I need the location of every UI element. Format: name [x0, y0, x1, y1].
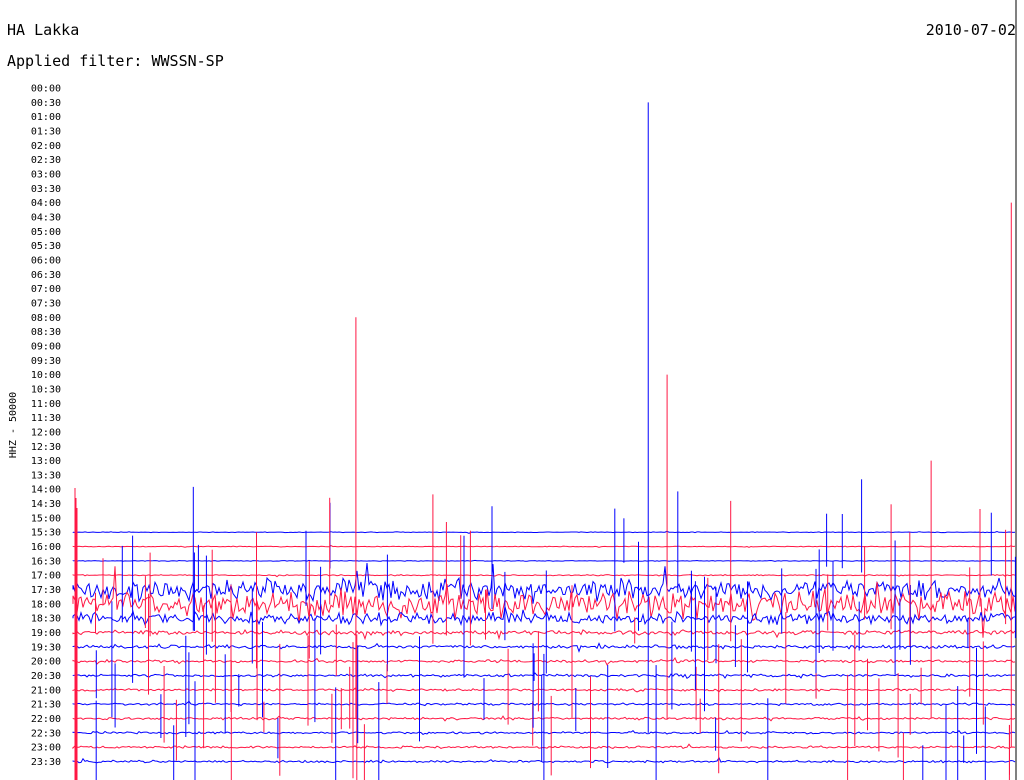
tick-label: 00:30: [31, 98, 61, 109]
station-title: HA Lakka: [7, 21, 79, 39]
trace-1530: [72, 530, 1016, 534]
trace-2230: [72, 729, 1016, 735]
trace-2330: [72, 756, 1016, 764]
tick-label: 23:00: [31, 743, 61, 754]
tick-label: 08:00: [31, 313, 61, 324]
tick-label: 04:00: [31, 198, 61, 209]
tick-label: 21:30: [31, 700, 61, 711]
trace-1600: [72, 545, 1016, 548]
trace-2030: [72, 672, 1016, 680]
tick-label: 14:30: [31, 499, 61, 510]
tick-label: 02:00: [31, 141, 61, 152]
time-tick-labels: 00:00 00:30 01:00 01:30 02:00 02:30 03:00 03:30…: [31, 84, 61, 769]
trace-1800: [72, 566, 1016, 638]
tick-label: 17:00: [31, 571, 61, 582]
trace-1930: [72, 642, 1016, 653]
trace-2200: [72, 715, 1016, 722]
tick-label: 23:30: [31, 757, 61, 768]
tick-label: 18:30: [31, 614, 61, 625]
tick-label: 07:30: [31, 298, 61, 309]
tick-label: 09:00: [31, 341, 61, 352]
tick-label: 05:30: [31, 241, 61, 252]
tick-label: 09:30: [31, 356, 61, 367]
tick-label: 11:30: [31, 413, 61, 424]
tick-label: 20:30: [31, 671, 61, 682]
tick-label: 03:00: [31, 169, 61, 180]
filter-label: Applied filter: WWSSN-SP: [7, 52, 224, 70]
trace-1700: [72, 574, 1016, 578]
tick-label: 17:30: [31, 585, 61, 596]
trace-2000: [72, 656, 1016, 666]
y-axis-label: HHZ - 50000: [8, 392, 19, 458]
tick-label: 07:00: [31, 284, 61, 295]
tick-label: 19:00: [31, 628, 61, 639]
tick-label: 12:00: [31, 427, 61, 438]
trace-1830: [72, 606, 1016, 627]
tick-label: 20:00: [31, 657, 61, 668]
tick-label: 22:00: [31, 714, 61, 725]
tick-label: 15:30: [31, 528, 61, 539]
tick-label: 02:30: [31, 155, 61, 166]
tick-label: 22:30: [31, 728, 61, 739]
tick-label: 21:00: [31, 685, 61, 696]
tick-label: 16:30: [31, 556, 61, 567]
tick-label: 00:00: [31, 84, 61, 95]
trace-2130: [72, 700, 1016, 707]
tick-label: 04:30: [31, 212, 61, 223]
trace-2300: [72, 743, 1016, 750]
tick-label: 12:30: [31, 442, 61, 453]
tick-label: 19:30: [31, 642, 61, 653]
trace-1900: [72, 629, 1016, 641]
trace-1730: [72, 563, 1016, 604]
tick-label: 06:30: [31, 270, 61, 281]
tick-label: 11:00: [31, 399, 61, 410]
trace-1630: [72, 559, 1016, 562]
tick-label: 13:00: [31, 456, 61, 467]
tick-label: 10:00: [31, 370, 61, 381]
spike-events: [74, 102, 1016, 780]
tick-label: 14:00: [31, 485, 61, 496]
tick-label: 18:00: [31, 599, 61, 610]
tick-label: 08:30: [31, 327, 61, 338]
tick-label: 10:30: [31, 384, 61, 395]
tick-label: 05:00: [31, 227, 61, 238]
tick-label: 03:30: [31, 184, 61, 195]
tick-label: 15:00: [31, 513, 61, 524]
tick-label: 01:00: [31, 112, 61, 123]
tick-label: 06:00: [31, 255, 61, 266]
date-label: 2010-07-02: [926, 21, 1016, 39]
tick-label: 16:00: [31, 542, 61, 553]
tick-label: 01:30: [31, 126, 61, 137]
trace-lines: [72, 530, 1016, 764]
trace-2100: [72, 687, 1016, 693]
tick-label: 13:30: [31, 470, 61, 481]
